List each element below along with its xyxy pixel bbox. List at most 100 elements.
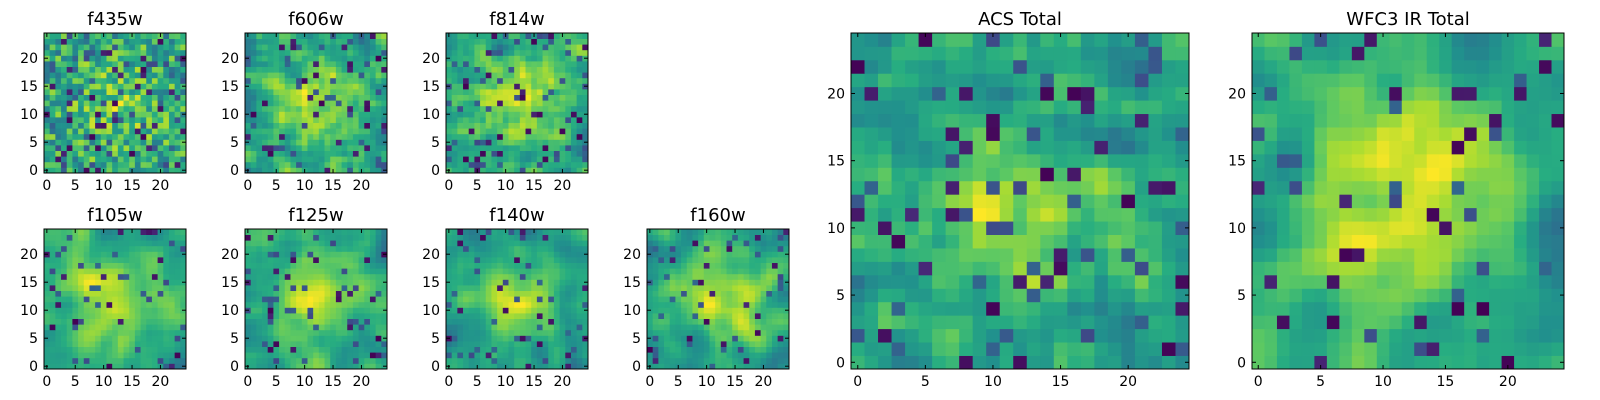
heatmap-cell: [669, 290, 676, 297]
heatmap-cell: [95, 55, 102, 62]
heatmap-cell: [313, 156, 320, 163]
heatmap-cell: [548, 234, 555, 241]
heatmap-cell: [878, 274, 892, 289]
heatmap-cell: [1094, 315, 1109, 330]
heatmap-cell: [451, 357, 458, 364]
heatmap-cell: [129, 257, 136, 263]
heatmap-cell: [565, 145, 572, 151]
heatmap-cell: [675, 352, 682, 359]
heatmap-cell: [548, 100, 555, 107]
heatmap-cell: [864, 207, 879, 222]
heatmap-cell: [381, 133, 388, 140]
heatmap-cell: [732, 240, 739, 247]
heatmap-cell: [61, 262, 68, 269]
heatmap-cell: [83, 346, 90, 353]
heatmap-cell: [250, 83, 257, 90]
heatmap-cell: [324, 296, 331, 303]
heatmap-cell: [123, 122, 130, 129]
heatmap-cell: [474, 285, 481, 291]
heatmap-cell: [945, 180, 960, 195]
heatmap-cell: [100, 262, 107, 269]
heatmap-cell: [168, 363, 176, 370]
heatmap-cell: [491, 240, 498, 247]
heatmap-cell: [732, 329, 739, 336]
heatmap-cell: [284, 296, 291, 303]
heatmap-cell: [468, 100, 475, 107]
heatmap-cell: [347, 61, 354, 67]
heatmap-cell: [878, 194, 892, 209]
heatmap-cell: [474, 111, 481, 118]
heatmap-cell: [474, 38, 481, 45]
heatmap-cell: [330, 245, 337, 252]
heatmap-cell: [313, 341, 320, 347]
heatmap-cell: [508, 72, 515, 79]
heatmap-cell: [146, 229, 153, 235]
heatmap-cell: [95, 150, 102, 157]
heatmap-cell: [945, 153, 960, 168]
heatmap-cell: [157, 66, 164, 73]
heatmap-cell: [576, 352, 583, 359]
heatmap-cell: [565, 100, 572, 107]
heatmap-cell: [307, 240, 314, 247]
heatmap-cell: [66, 324, 73, 331]
heatmap-cell: [151, 61, 158, 67]
heatmap-cell: [497, 245, 504, 252]
heatmap-cells: [44, 229, 187, 370]
heatmap-cell: [318, 33, 325, 39]
heatmap-cell: [318, 100, 325, 107]
heatmap-cell: [986, 167, 1001, 182]
heatmap-cell: [66, 145, 73, 151]
heatmap-cell: [364, 156, 371, 163]
heatmap-cell: [514, 133, 521, 140]
heatmap-cell: [570, 105, 578, 112]
heatmap-cell: [55, 262, 62, 269]
heatmap-cell: [134, 117, 141, 123]
heatmap-cell: [463, 161, 470, 168]
heatmap-cell: [1175, 355, 1190, 370]
heatmap-cell: [78, 44, 85, 51]
heatmap-cell: [658, 262, 665, 269]
heatmap-cell: [134, 273, 141, 280]
heatmap-cell: [446, 117, 453, 123]
heatmap-cell: [352, 240, 359, 247]
heatmap-cell: [548, 66, 555, 73]
heatmap-cell: [352, 72, 359, 79]
heatmap-cell: [905, 328, 919, 343]
heatmap-cell: [709, 301, 716, 308]
heatmap-cell: [273, 139, 280, 146]
heatmap-cell: [151, 335, 158, 342]
heatmap-cell: [525, 128, 532, 135]
heatmap-cell: [514, 318, 521, 325]
heatmap-cell: [760, 290, 767, 297]
heatmap-cell: [180, 357, 187, 364]
heatmap-cell: [284, 150, 291, 157]
heatmap-cell: [905, 355, 919, 370]
heatmap-cell: [703, 296, 710, 303]
heatmap-cell: [89, 66, 96, 73]
heatmap-cell: [1040, 167, 1055, 182]
heatmap-cell: [180, 156, 187, 163]
heatmap-cell: [565, 89, 572, 95]
heatmap-cell: [358, 313, 365, 319]
heatmap-cell: [123, 245, 130, 252]
heatmap-cell: [267, 66, 274, 73]
heatmap-cell: [760, 268, 767, 275]
heatmap-cell: [508, 352, 515, 359]
heatmap-cell: [123, 100, 130, 107]
heatmap-cell: [174, 245, 181, 252]
heatmap-cell: [703, 234, 710, 241]
heatmap-cell: [737, 313, 744, 319]
heatmap-cell: [715, 273, 722, 280]
heatmap-cell: [542, 262, 549, 269]
heatmap-cell: [531, 234, 538, 241]
heatmap-cell: [117, 301, 124, 308]
heatmap-cell: [146, 150, 153, 157]
heatmap-cell: [112, 145, 119, 151]
heatmap-cell: [174, 285, 181, 291]
heatmap-cell: [95, 245, 102, 252]
heatmap-cell: [61, 324, 68, 331]
heatmap-cell: [457, 318, 464, 325]
heatmap-cell: [140, 318, 147, 325]
heatmap-cell: [375, 296, 382, 303]
heatmap-cell: [681, 363, 688, 370]
